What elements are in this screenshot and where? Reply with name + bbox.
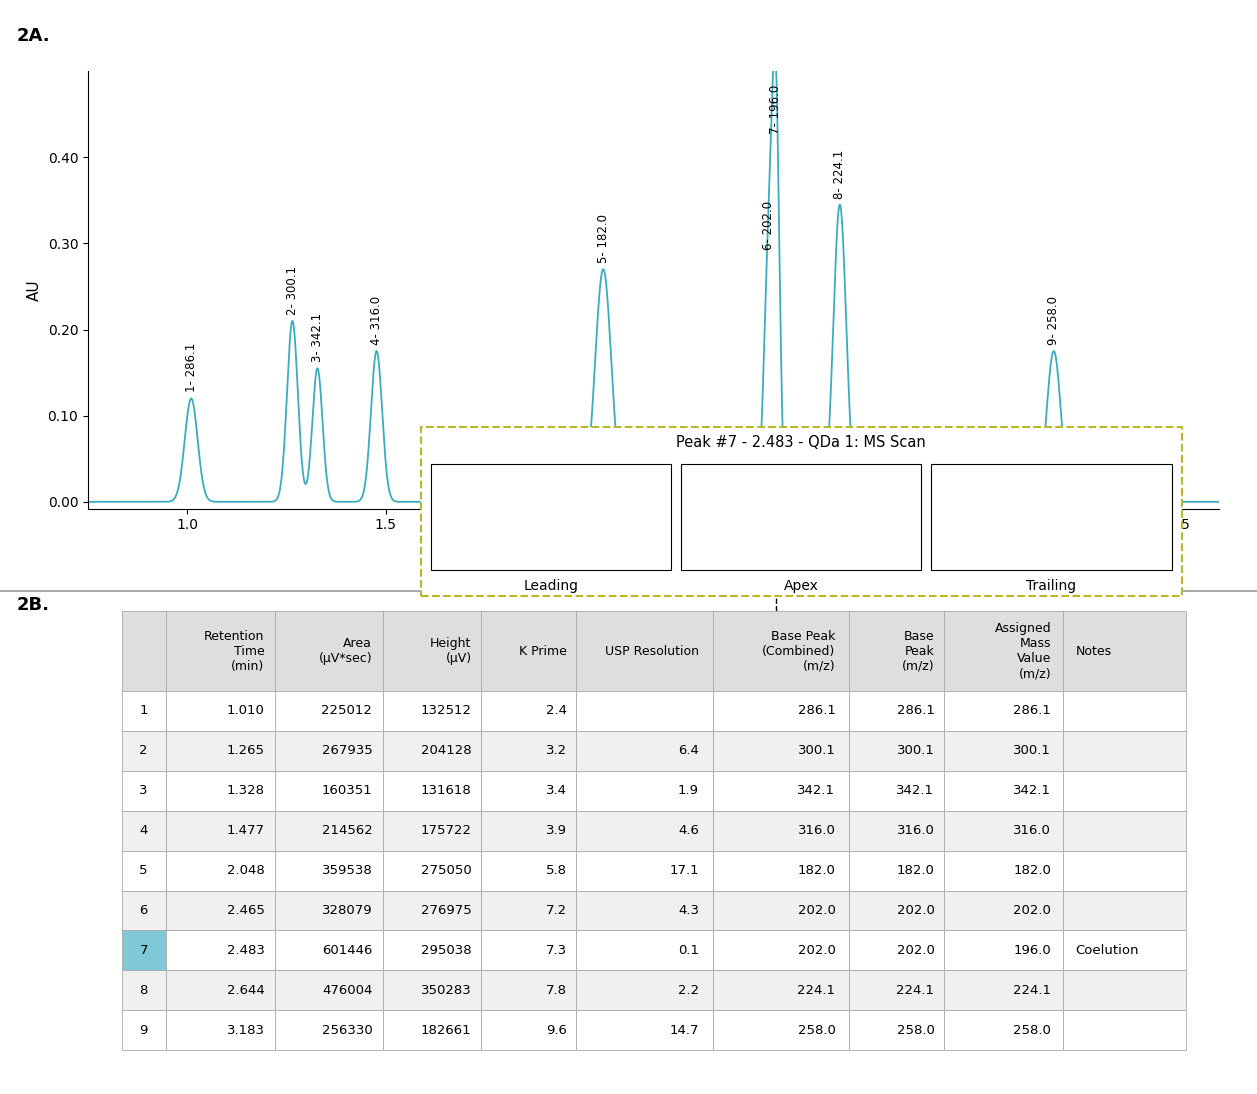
Text: 202.0: 202.0 [812, 480, 843, 490]
Text: 4- 316.0: 4- 316.0 [370, 295, 383, 345]
Text: 2A.: 2A. [16, 27, 50, 45]
Text: Apex: Apex [784, 579, 818, 593]
Text: 202.0: 202.0 [562, 480, 593, 490]
Text: 3- 342.1: 3- 342.1 [310, 313, 324, 362]
Text: 196.0: 196.0 [1011, 480, 1042, 490]
X-axis label: Minutes: Minutes [623, 536, 684, 551]
Text: Leading: Leading [524, 579, 578, 593]
Text: 8- 224.1: 8- 224.1 [833, 150, 846, 199]
Text: 1- 286.1: 1- 286.1 [185, 344, 197, 393]
Text: 5- 182.0: 5- 182.0 [597, 214, 610, 264]
Text: 6- 202.0: 6- 202.0 [762, 201, 776, 251]
Text: 196.0: 196.0 [760, 531, 792, 540]
Text: 2B.: 2B. [16, 596, 49, 614]
Text: 2- 300.1: 2- 300.1 [285, 266, 299, 315]
Text: Trailing: Trailing [1027, 579, 1076, 593]
Text: 9- 258.0: 9- 258.0 [1047, 296, 1060, 345]
Text: 202.0: 202.0 [1062, 523, 1094, 534]
Y-axis label: AU: AU [26, 279, 41, 301]
Text: 7- 196.0: 7- 196.0 [769, 84, 782, 133]
Text: Peak #7 - 2.483 - QDa 1: MS Scan: Peak #7 - 2.483 - QDa 1: MS Scan [676, 435, 926, 451]
